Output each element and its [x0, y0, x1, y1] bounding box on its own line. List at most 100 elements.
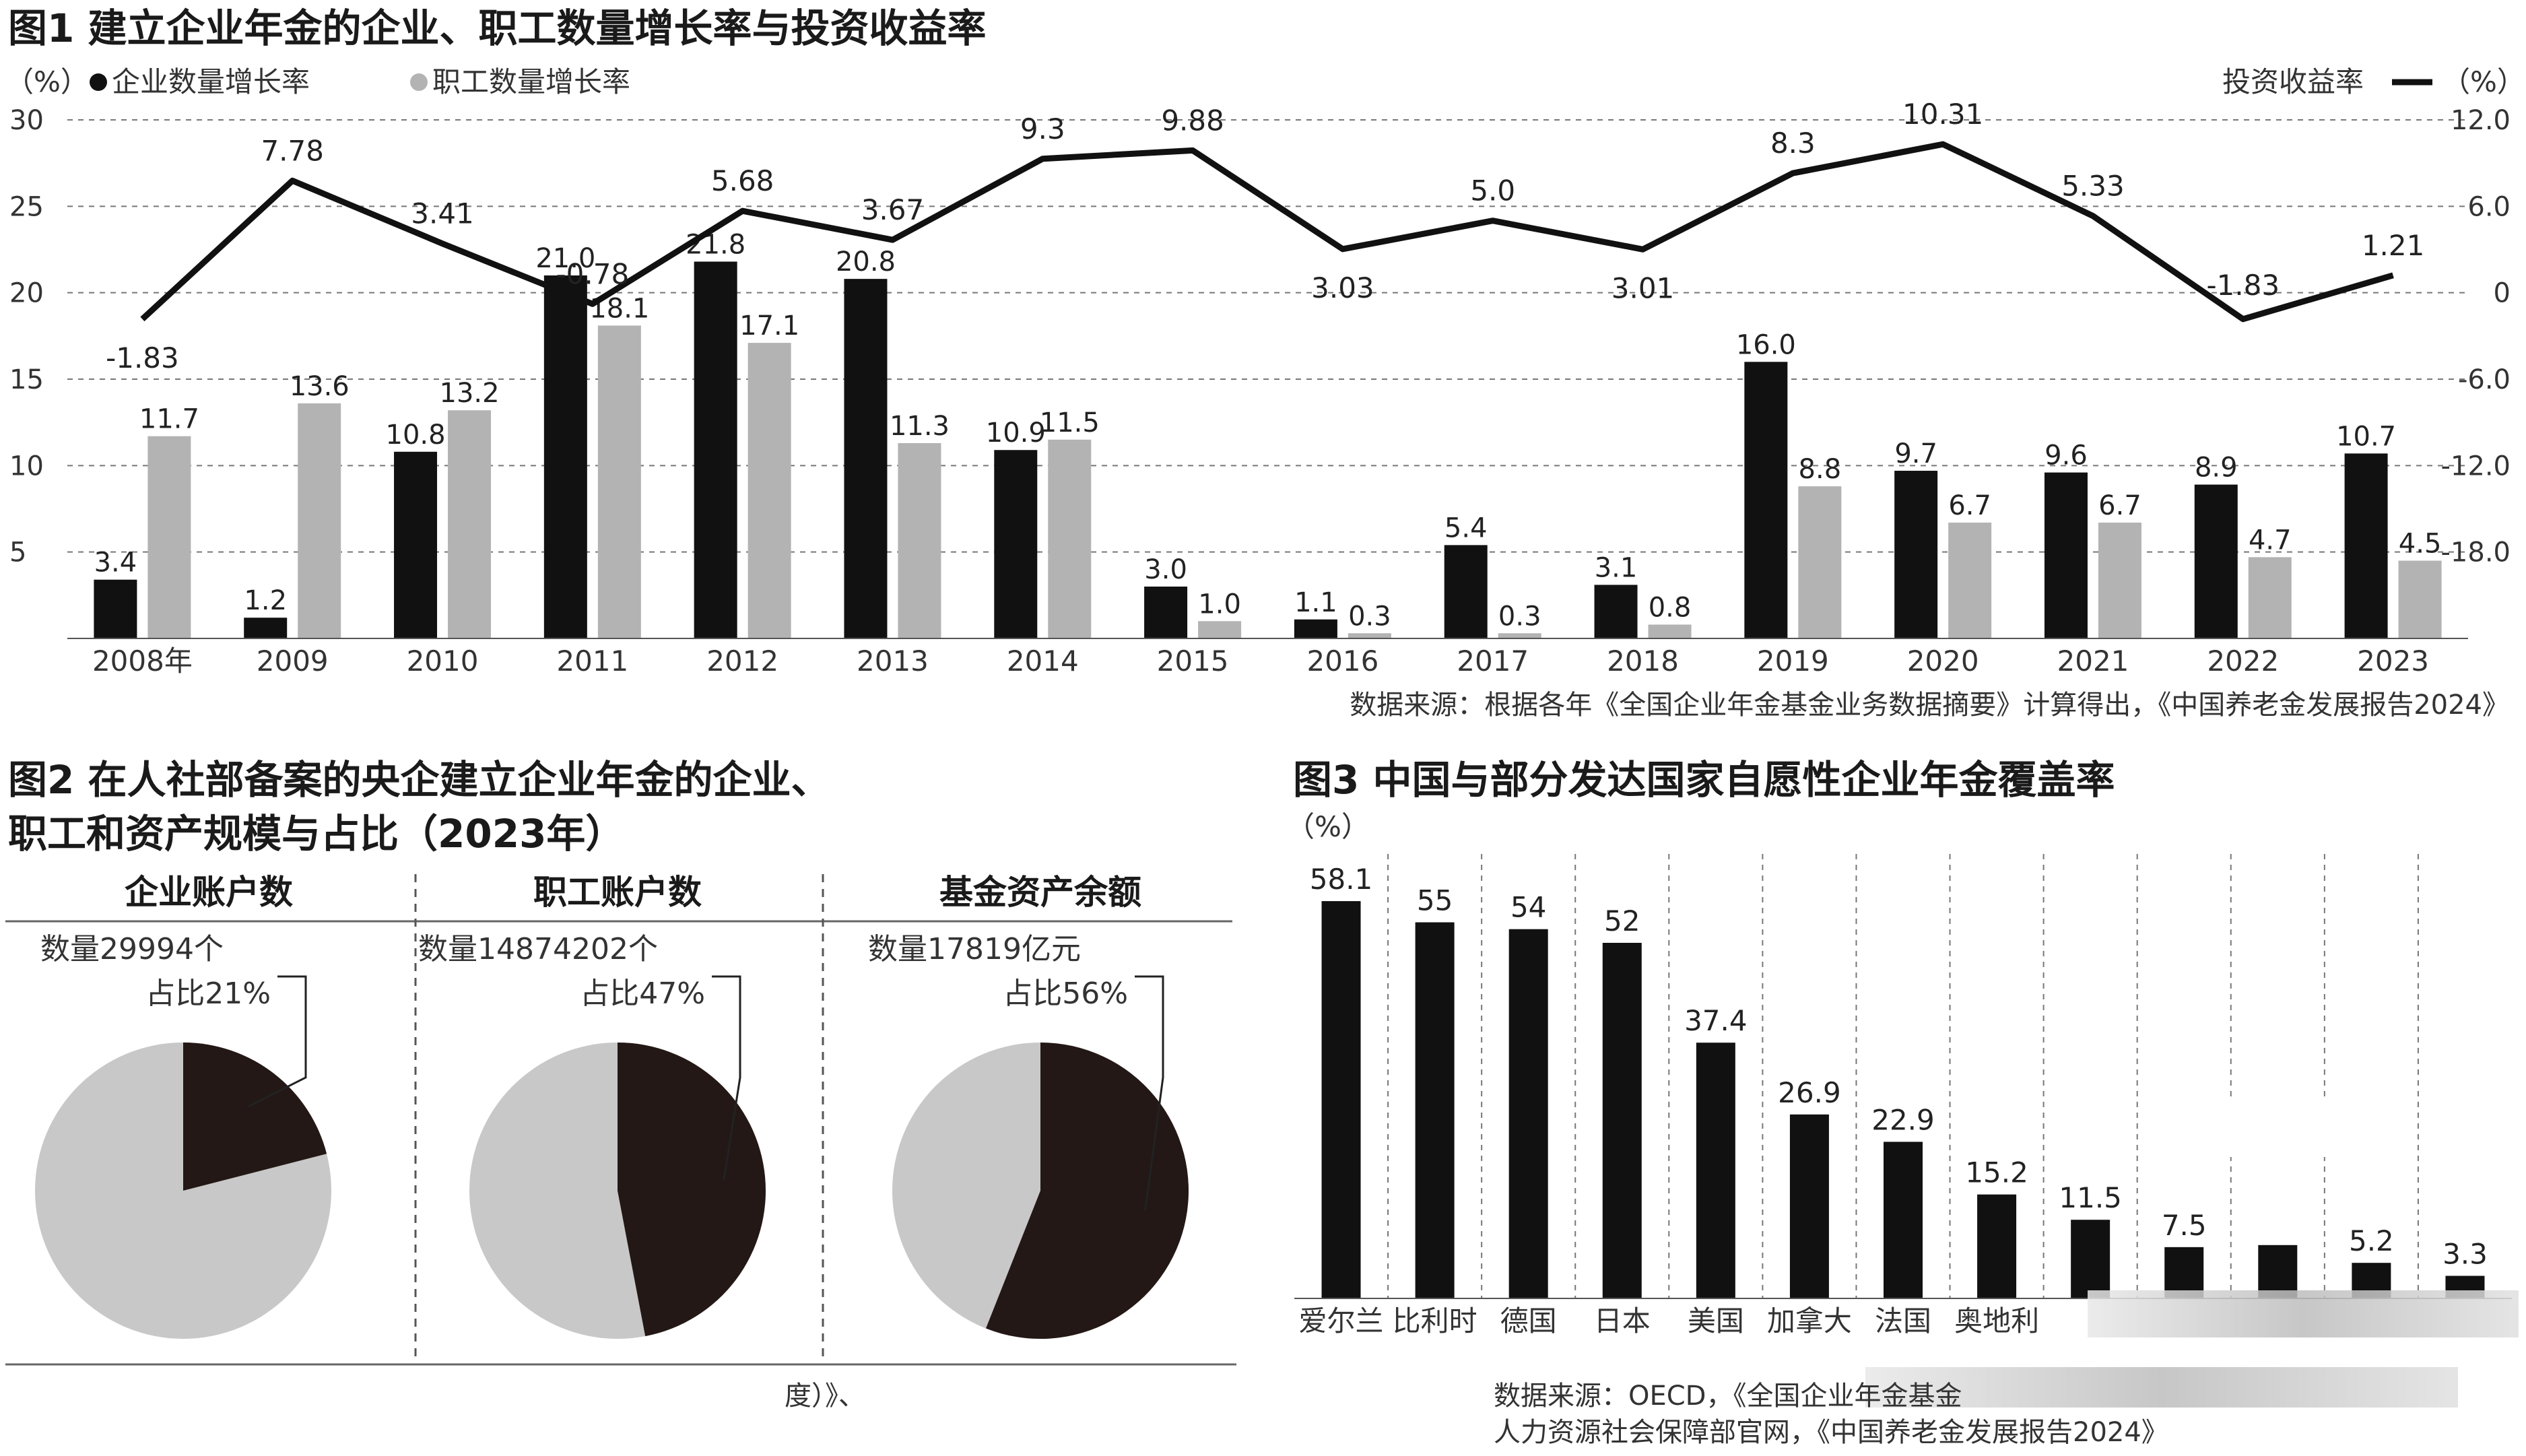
worker-bar [2398, 560, 2442, 638]
return-value-label: -1.83 [2206, 269, 2280, 302]
return-value-label: -0.78 [556, 257, 630, 290]
x-tick-label: 2010 [407, 644, 479, 677]
worker-bar [1048, 439, 1092, 638]
coverage-value-label: 22.9 [1871, 1103, 1935, 1136]
fig3-title: 图3 中国与部分发达国家自愿性企业年金覆盖率 [1293, 757, 2115, 803]
enterprise-bar [94, 579, 137, 638]
x-tick-label: 2014 [1007, 644, 1079, 677]
return-value-label: 5.68 [711, 164, 774, 197]
worker-bar-label: 4.7 [2249, 525, 2292, 556]
enterprise-bar-label: 8.9 [2195, 453, 2238, 484]
enterprise-bar [2194, 484, 2238, 638]
x-tick-label: 2022 [2207, 644, 2279, 677]
enterprise-bar-label: 10.7 [2336, 421, 2396, 452]
worker-bar [448, 410, 492, 638]
coverage-value-label: 37.4 [1684, 1004, 1748, 1037]
worker-bar [597, 325, 641, 638]
fig1-return-labels: -1.83 7.78 3.41 -0.78 5.68 3.67 9.3 9.88 3.03 5.0… [106, 98, 2424, 374]
return-value-label: 9.88 [1161, 104, 1224, 137]
country-label: 加拿大 [1767, 1304, 1852, 1337]
enterprise-bar-label: 1.2 [244, 585, 287, 616]
worker-bar [298, 403, 341, 638]
coverage-value-label: 26.9 [1778, 1076, 1841, 1109]
worker-bar [898, 442, 941, 638]
return-value-label: 3.01 [1611, 271, 1675, 304]
coverage-value-label: 15.2 [1965, 1156, 2028, 1189]
coverage-value-label: 54 [1510, 891, 1546, 924]
right-tick-label: 0 [2494, 278, 2511, 309]
right-tick-label: -18.0 [2441, 537, 2511, 568]
left-tick-label: 15 [9, 364, 44, 395]
coverage-value-label: 7.5 [2162, 1209, 2207, 1242]
x-tick-label: 2012 [706, 644, 778, 677]
coverage-bar [1321, 901, 1361, 1298]
worker-bar-label: 13.6 [290, 371, 350, 402]
worker-bar-label: 11.7 [139, 404, 199, 435]
right-tick-label: 12.0 [2451, 105, 2511, 136]
worker-bar-label: 13.2 [440, 378, 500, 409]
pie-share-slice [618, 1043, 766, 1337]
return-value-label: 9.3 [1020, 112, 1065, 145]
fig1-right-axis: -18.0 -12.0 -6.0 0 6.0 12.0 [2441, 105, 2511, 568]
country-label: 奥地利 [1954, 1304, 2039, 1337]
return-value-label: 1.21 [2362, 229, 2425, 262]
enterprise-bar-label: 1.1 [1294, 587, 1337, 618]
legend-worker-label: 职工数量增长率 [432, 65, 630, 98]
left-tick-label: 30 [9, 105, 44, 136]
right-tick-label: -6.0 [2458, 364, 2511, 395]
enterprise-bar-label: 3.1 [1595, 552, 1638, 583]
return-value-label: 3.67 [861, 193, 925, 226]
fig2-footer-fragment: 度）》、 [785, 1381, 865, 1412]
return-value-label: 7.78 [261, 134, 324, 167]
figure-3: 图3 中国与部分发达国家自愿性企业年金覆盖率 （%） 58.1 55 54 52 37.… [1286, 757, 2519, 1448]
coverage-bar [2258, 1245, 2298, 1298]
country-label: 法国 [1875, 1304, 1931, 1337]
enterprise-bar [1444, 545, 1488, 638]
return-value-label: 3.41 [411, 197, 474, 230]
worker-bar [1948, 523, 1992, 638]
x-tick-label: 2019 [1757, 644, 1829, 677]
enterprise-bar-label: 3.0 [1144, 554, 1187, 585]
worker-bar-label: 11.3 [890, 411, 950, 442]
enterprise-bar [1894, 471, 1938, 638]
coverage-value-label: 52 [1604, 904, 1640, 937]
pie-header: 职工账户数 [533, 873, 702, 912]
worker-bar-label: 17.1 [739, 310, 799, 341]
pie-header: 企业账户数 [125, 873, 293, 912]
return-value-label: -1.83 [106, 341, 179, 374]
worker-bar-label: 11.5 [1040, 407, 1100, 438]
enterprise-bar [1594, 585, 1638, 638]
pie-count-label: 数量29994个 [40, 932, 224, 966]
fig1-source: 数据来源：根据各年《全国企业年金基金业务数据摘要》计算得出，《中国养老金发展报告… [1350, 690, 2509, 721]
enterprise-bar [543, 275, 587, 638]
legend-worker-swatch [410, 73, 428, 91]
fig3-obscured-region [1865, 1096, 2519, 1408]
pie-share-slice [183, 1043, 327, 1191]
worker-bar-label: 4.5 [2399, 529, 2442, 560]
worker-bar-label: 6.7 [2098, 490, 2141, 521]
pie-share-label: 占比56% [1003, 977, 1128, 1011]
x-tick-label: 2020 [1907, 644, 1979, 677]
worker-bar [1198, 621, 1242, 638]
x-tick-label: 2009 [257, 644, 329, 677]
worker-bar-label: 0.3 [1348, 601, 1391, 632]
pie-count-label: 数量14874202个 [418, 932, 658, 966]
pie-share-label: 占比21% [145, 977, 271, 1011]
enterprise-bar [994, 450, 1038, 638]
fig1-bars [94, 261, 2442, 639]
x-tick-label: 2015 [1157, 644, 1229, 677]
country-label: 爱尔兰 [1299, 1304, 1384, 1337]
coverage-bar [1696, 1043, 1735, 1298]
x-tick-label: 2013 [857, 644, 929, 677]
fig1-left-axis: 5 10 15 20 25 30 [9, 105, 44, 568]
return-value-label: 5.33 [2061, 170, 2125, 203]
x-tick-label: 2016 [1306, 644, 1378, 677]
enterprise-bar-label: 9.6 [2045, 440, 2088, 471]
right-tick-label: 6.0 [2467, 191, 2511, 222]
enterprise-bar-label: 20.8 [836, 246, 896, 277]
enterprise-bar [694, 261, 737, 638]
pie-leader-line [712, 975, 741, 1181]
enterprise-bar [844, 279, 888, 639]
coverage-bar [1602, 943, 1642, 1298]
